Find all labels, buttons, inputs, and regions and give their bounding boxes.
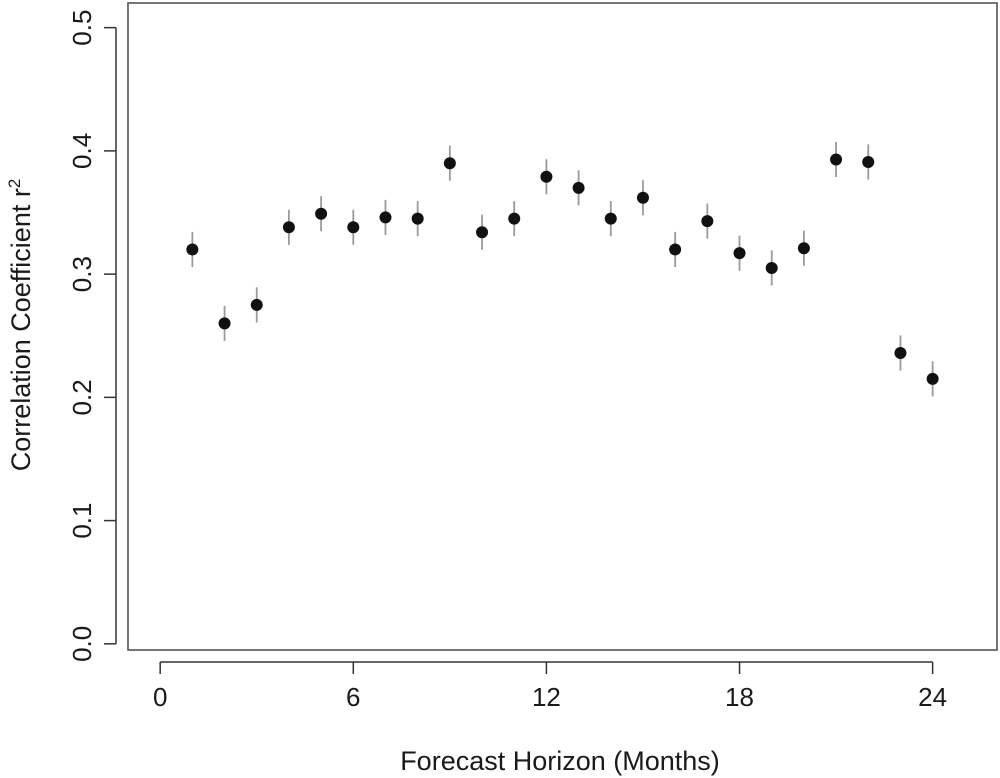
data-points <box>186 141 939 397</box>
data-point <box>443 157 456 170</box>
y-tick-label: 0.4 <box>67 133 97 169</box>
data-point <box>765 261 778 274</box>
data-point <box>926 372 939 385</box>
data-point <box>218 317 231 330</box>
data-point <box>572 181 585 194</box>
x-tick-label: 18 <box>725 682 754 712</box>
y-axis-title-superscript: 2 <box>5 179 24 188</box>
y-tick-label: 0.3 <box>67 256 97 292</box>
x-tick-label: 6 <box>346 682 360 712</box>
data-point <box>604 212 617 225</box>
data-point <box>282 221 295 234</box>
plot-frame <box>127 2 998 651</box>
data-point <box>379 211 392 224</box>
data-point <box>540 170 553 183</box>
y-tick-label: 0.1 <box>67 503 97 539</box>
data-point <box>797 242 810 255</box>
y-tick-label: 0.5 <box>67 10 97 46</box>
data-point <box>315 207 328 220</box>
data-point <box>250 298 263 311</box>
x-axis-title: Forecast Horizon (Months) <box>400 746 720 776</box>
y-tick-label: 0.2 <box>67 379 97 415</box>
y-axis-title: Correlation Coefficient r2 <box>5 179 36 472</box>
y-tick-label: 0.0 <box>67 626 97 662</box>
data-point <box>636 191 649 204</box>
x-tick-label: 12 <box>532 682 561 712</box>
data-point <box>347 221 360 234</box>
data-point <box>669 243 682 256</box>
data-point <box>830 153 843 166</box>
data-point <box>476 226 489 239</box>
x-tick-label: 0 <box>153 682 167 712</box>
data-point <box>411 212 424 225</box>
x-tick-label: 24 <box>918 682 947 712</box>
x-axis: 0 6 12 18 24 <box>153 661 947 712</box>
data-point <box>733 247 746 260</box>
data-point <box>186 243 199 256</box>
data-point <box>894 346 907 359</box>
data-point <box>701 215 714 228</box>
y-axis: 0.0 0.1 0.2 0.3 0.4 0.5 <box>67 10 117 662</box>
data-point <box>862 155 875 168</box>
data-point <box>508 212 521 225</box>
y-axis-title-text: Correlation Coefficient r <box>6 188 36 471</box>
